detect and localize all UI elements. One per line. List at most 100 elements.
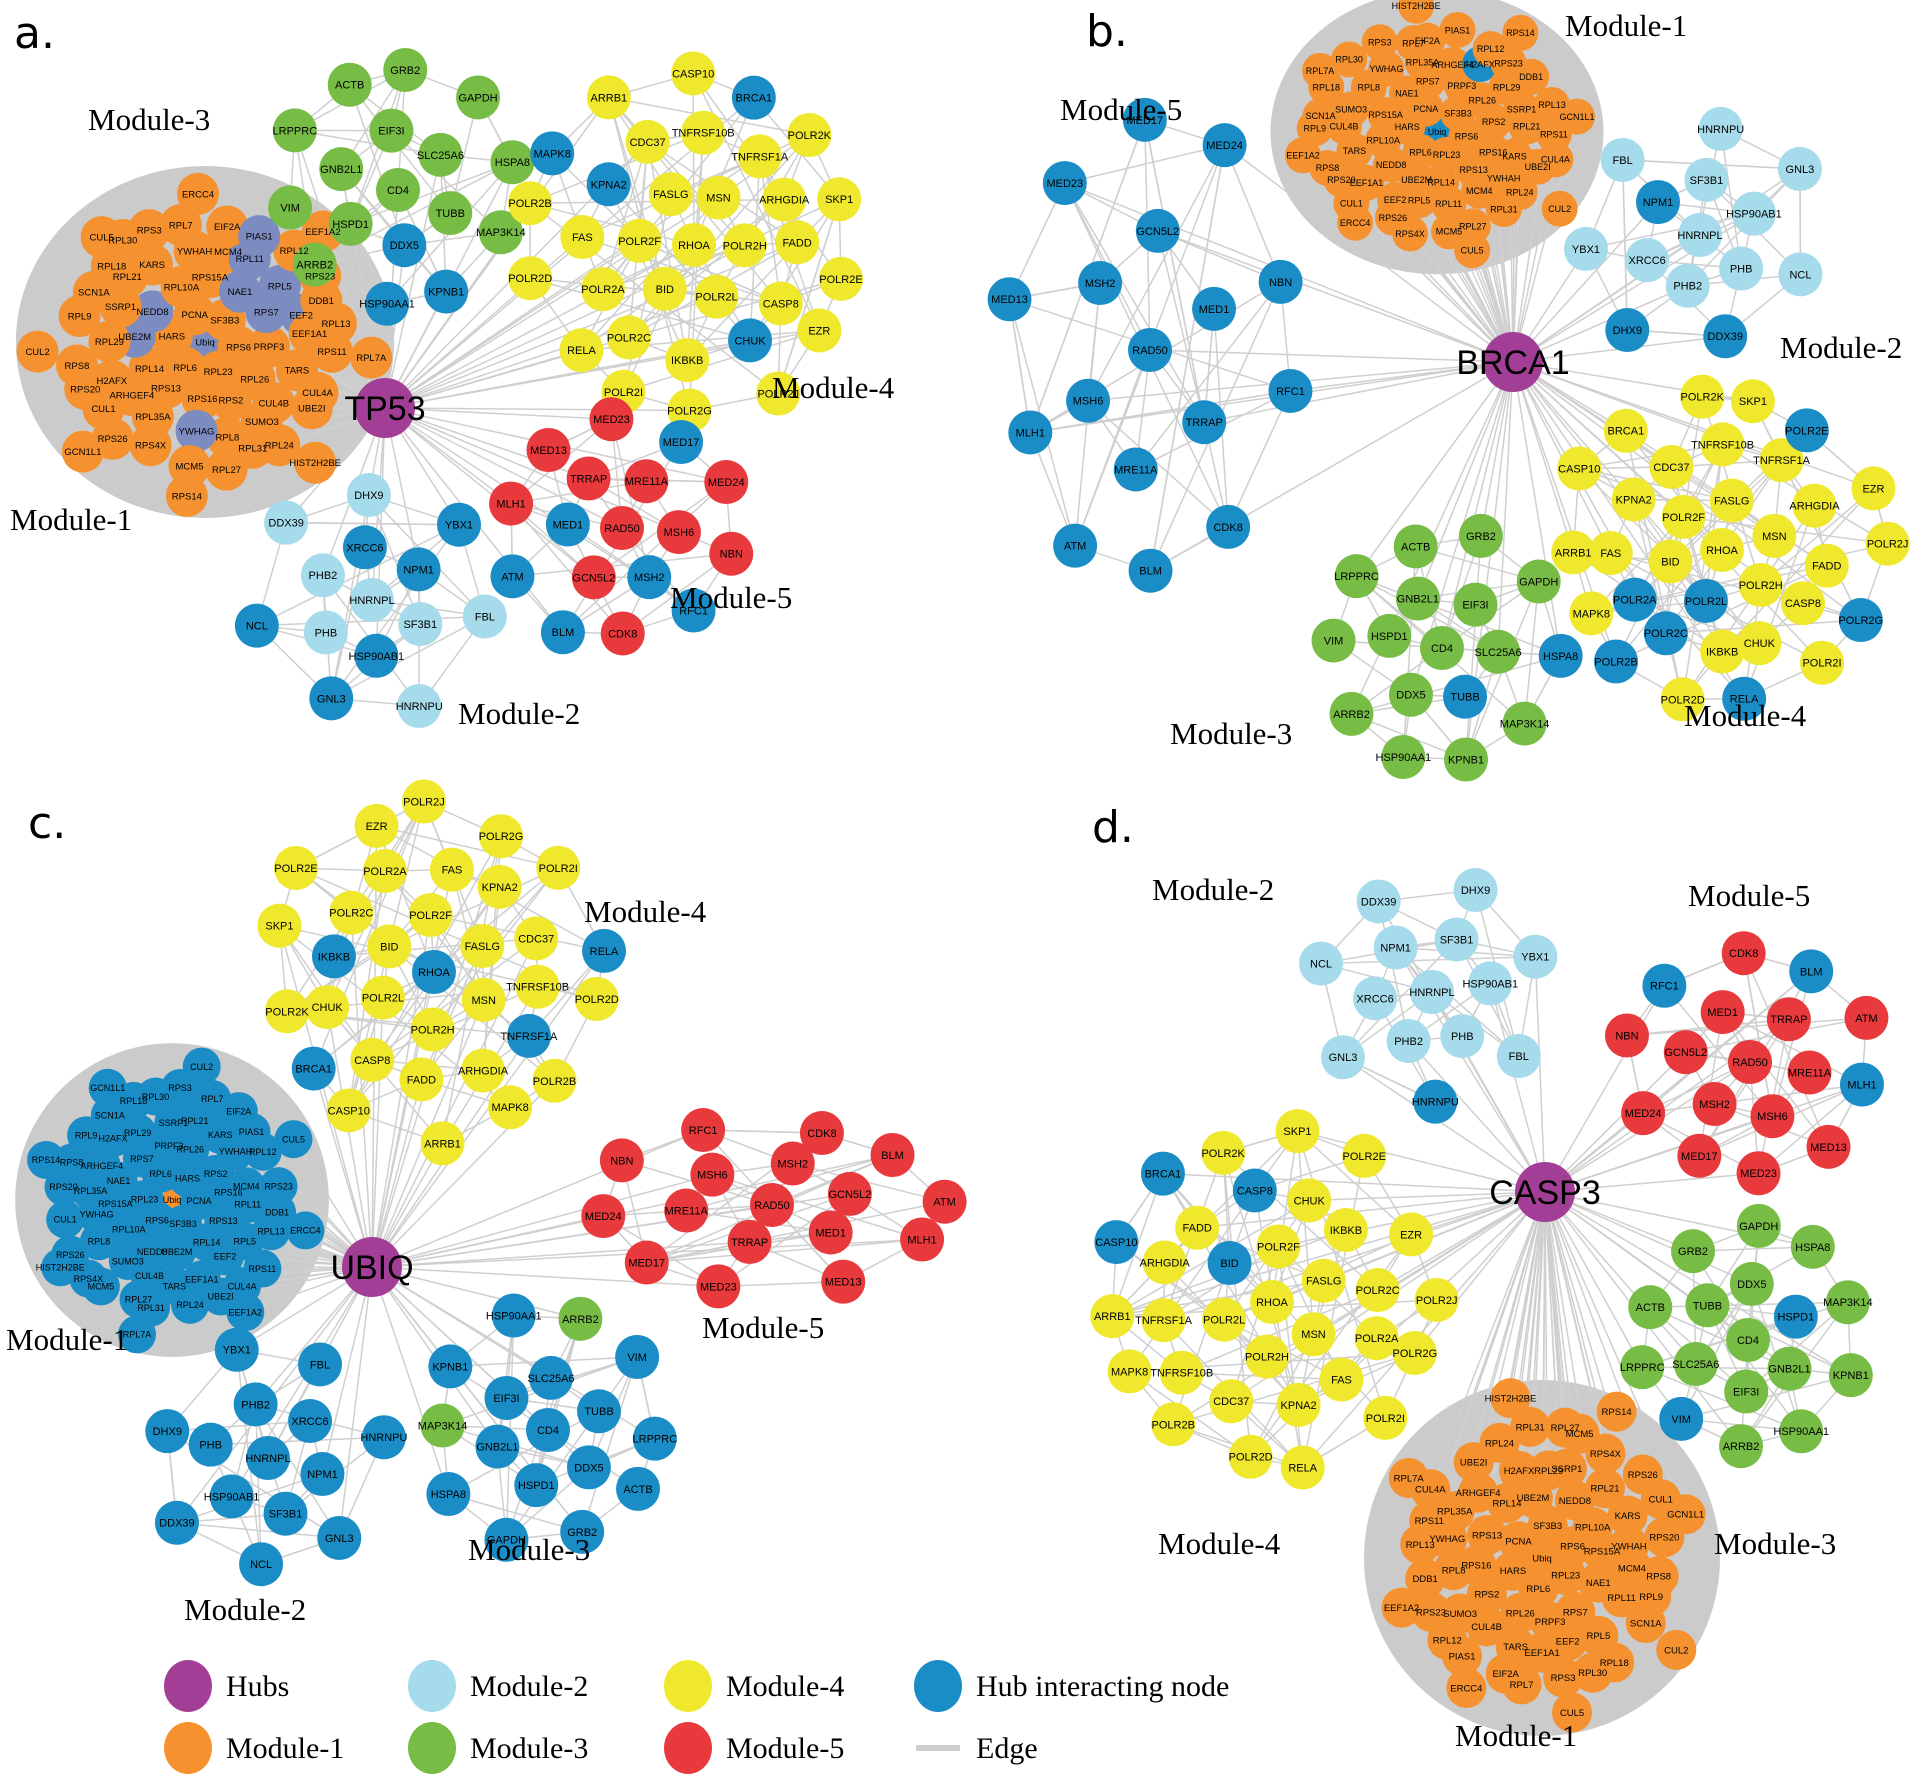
node-label-TARS: TARS: [1503, 1642, 1528, 1653]
node-label-CDC37: CDC37: [518, 933, 554, 945]
node-label-CUL4B: CUL4B: [1329, 121, 1358, 131]
node-label-CDK8: CDK8: [807, 1128, 836, 1140]
legend-swatch-module1: [164, 1722, 212, 1774]
node-label-MED23: MED23: [1046, 178, 1083, 190]
node-label-CD4: CD4: [387, 185, 409, 197]
node-label-SCN1A: SCN1A: [78, 287, 110, 298]
node-label-RPL7: RPL7: [1510, 1680, 1534, 1691]
node-label-RPS2: RPS2: [204, 1169, 228, 1179]
node-label-NCL: NCL: [1789, 269, 1811, 281]
node-label-LRPPRC: LRPPRC: [633, 1434, 678, 1446]
module-label: Module-4: [1158, 1526, 1281, 1561]
node-label-RPL5: RPL5: [1408, 195, 1431, 205]
node-label-RPL12: RPL12: [249, 1147, 277, 1157]
node-label-RPL23: RPL23: [1433, 150, 1461, 160]
node-label-TRRAP: TRRAP: [570, 473, 607, 485]
node-label-RPL9: RPL9: [1304, 123, 1327, 133]
node-label-KARS: KARS: [208, 1130, 233, 1140]
panel-letter: d.: [1092, 802, 1134, 853]
node-label-HSPD1: HSPD1: [332, 219, 369, 231]
legend-swatch-module2: [408, 1660, 456, 1712]
node-label-RPS23: RPS23: [305, 271, 335, 282]
hub-label-BRCA1: BRCA1: [1456, 344, 1569, 382]
node-label-HSPD1: HSPD1: [1777, 1312, 1814, 1324]
node-label-ERCC4: ERCC4: [290, 1226, 321, 1236]
node-label-RFC1: RFC1: [1276, 386, 1305, 398]
node-label-SF3B1: SF3B1: [1690, 175, 1724, 187]
node-label-MRE11A: MRE11A: [1788, 1068, 1832, 1080]
node-label-RFC1: RFC1: [1650, 981, 1679, 993]
node-label-UBE2M: UBE2M: [1517, 1493, 1550, 1504]
node-label-MLH1: MLH1: [1847, 1080, 1876, 1092]
node-label-DDX39: DDX39: [159, 1518, 194, 1530]
node-label-YWHAH: YWHAH: [219, 1147, 253, 1157]
node-label-ERCC4: ERCC4: [1450, 1683, 1482, 1694]
node-label-RPS11: RPS11: [1415, 1516, 1444, 1527]
hub-edge: [1163, 1174, 1545, 1192]
node-label-DDX5: DDX5: [1396, 690, 1425, 702]
node-label-SUMO3: SUMO3: [112, 1256, 144, 1266]
node-label-SUMO3: SUMO3: [1335, 105, 1367, 115]
node-label-TRRAP: TRRAP: [1770, 1014, 1807, 1026]
node-label-PHB2: PHB2: [1673, 281, 1702, 293]
node-label-MSH6: MSH6: [1073, 396, 1104, 408]
node-label-POLR2K: POLR2K: [788, 130, 832, 142]
node-label-DHX9: DHX9: [1613, 325, 1642, 337]
node-label-RPL26: RPL26: [177, 1145, 205, 1155]
node-label-RPL14: RPL14: [135, 364, 164, 375]
node-label-TNFRSF10B: TNFRSF10B: [1691, 439, 1754, 451]
node-label-XRCC6: XRCC6: [1356, 993, 1393, 1005]
node-label-RPL27: RPL27: [212, 465, 241, 476]
node-label-ATM: ATM: [1855, 1013, 1877, 1025]
node-label-TNFRSF10B: TNFRSF10B: [506, 982, 569, 994]
module-label: Module-3: [468, 1532, 590, 1567]
node-label-GCN5L2: GCN5L2: [1664, 1047, 1707, 1059]
node-label-RPS6: RPS6: [1455, 132, 1479, 142]
node-label-NPM1: NPM1: [1380, 943, 1411, 955]
hub-label-CASP3: CASP3: [1489, 1174, 1601, 1212]
panel-letter: a.: [14, 8, 55, 59]
node-label-EEF1A1: EEF1A1: [292, 329, 327, 340]
node-label-CUL2: CUL2: [25, 347, 49, 358]
node-label-TUBB: TUBB: [436, 208, 465, 220]
node-label-POLR2L: POLR2L: [1685, 596, 1727, 608]
node-label-CUL4B: CUL4B: [259, 398, 290, 409]
node-label-RPS14: RPS14: [172, 491, 202, 502]
node-label-MAP3K14: MAP3K14: [476, 227, 526, 239]
node-label-NCL: NCL: [250, 1559, 272, 1571]
node-label-HSPD1: HSPD1: [1371, 631, 1408, 643]
node-label-POLR2L: POLR2L: [1203, 1315, 1245, 1327]
node-label-DDX5: DDX5: [1737, 1279, 1766, 1291]
node-label-MCM5: MCM5: [1566, 1429, 1594, 1440]
node-label-FADD: FADD: [1812, 561, 1841, 573]
node-label-RPS4X: RPS4X: [1590, 1449, 1622, 1460]
node-label-VIM: VIM: [1671, 1414, 1691, 1426]
node-label-FBL: FBL: [1509, 1051, 1529, 1063]
module-label: Module-4: [1684, 698, 1807, 733]
node-label-RFC1: RFC1: [689, 1125, 718, 1137]
node-label-HSPA8: HSPA8: [1795, 1242, 1830, 1254]
node-label-EEF1A2: EEF1A2: [229, 1307, 263, 1317]
node-label-NEDD8: NEDD8: [1376, 160, 1407, 170]
node-label-FAS: FAS: [1600, 548, 1621, 560]
node-label-POLR2J: POLR2J: [1867, 539, 1909, 551]
node-label-CDC37: CDC37: [630, 137, 666, 149]
node-label-EZR: EZR: [1862, 483, 1884, 495]
node-label-RPS7: RPS7: [1563, 1607, 1588, 1618]
panel-letter: b.: [1086, 6, 1128, 57]
node-label-Ubiq: Ubiq: [163, 1195, 182, 1205]
node-label-MLH1: MLH1: [1016, 427, 1045, 439]
node-label-BRCA1: BRCA1: [295, 1064, 332, 1076]
node-label-GAPDH: GAPDH: [1739, 1221, 1778, 1233]
node-label-RPS15A: RPS15A: [1368, 110, 1403, 120]
node-label-HSPA8: HSPA8: [431, 1489, 466, 1501]
node-label-RPL26: RPL26: [240, 375, 269, 386]
node-label-RPS7: RPS7: [1416, 76, 1440, 86]
node-label-HIST2H2BE: HIST2H2BE: [1485, 1394, 1537, 1405]
node-label-CASP10: CASP10: [672, 68, 714, 80]
node-label-RELA: RELA: [1288, 1462, 1317, 1474]
node-label-EIF2A: EIF2A: [1492, 1669, 1519, 1680]
node-label-RPL6: RPL6: [173, 363, 197, 374]
node-label-RPL7: RPL7: [169, 220, 193, 231]
